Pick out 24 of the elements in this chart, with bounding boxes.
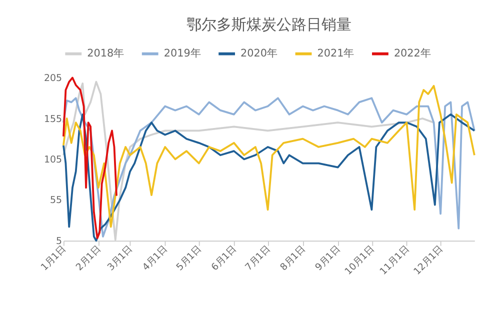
x-tick-label: 1月1日 <box>39 244 68 274</box>
x-tick-label: 7月1日 <box>243 244 272 274</box>
x-tick-label: 11月1日 <box>378 244 412 278</box>
y-tick-label: 55 <box>50 195 62 206</box>
chart-title: 鄂尔多斯煤炭公路日销量 <box>186 15 352 34</box>
y-tick-label: 205 <box>44 73 62 84</box>
x-tick-label: 5月1日 <box>174 244 204 274</box>
y-tick-label: 5 <box>56 236 62 247</box>
legend-label: 2019年 <box>164 48 200 60</box>
line-series <box>62 76 118 240</box>
x-tick-label: 4月1日 <box>140 244 170 274</box>
legend-label: 2020年 <box>240 48 278 60</box>
y-tick-label: 105 <box>44 154 62 166</box>
y-tick-label: 155 <box>44 114 62 125</box>
x-tick-label: 2月1日 <box>74 244 104 274</box>
legend-label: 2021年 <box>317 48 354 60</box>
legend-label: 2018年 <box>87 48 124 60</box>
x-tick-label: 8月1日 <box>278 244 308 274</box>
legend-label: 2022年 <box>394 48 430 60</box>
x-tick-label: 9月1日 <box>313 244 342 274</box>
x-tick-label: 3月1日 <box>106 244 135 274</box>
x-tick-label: 10月1日 <box>343 244 376 278</box>
x-tick-label: 6月1日 <box>210 244 239 274</box>
x-tick-label: 12月1日 <box>412 244 446 278</box>
